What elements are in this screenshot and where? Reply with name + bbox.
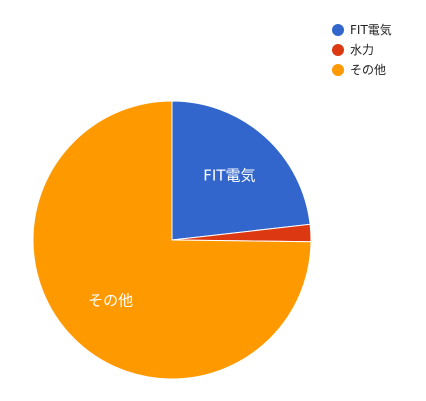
legend-marker-hydro (332, 44, 344, 56)
pie-slice-other (32, 100, 312, 380)
slice-label-other: その他 (88, 292, 133, 310)
legend-label-other: その他 (350, 63, 386, 77)
legend-marker-fit-electricity (332, 24, 344, 36)
slice-label-fit-electricity: FIT電気 (203, 167, 255, 185)
pie-slices (32, 100, 312, 380)
legend-label-fit-electricity: FIT電気 (350, 22, 392, 37)
legend-label-hydro: 水力 (350, 43, 374, 57)
legend-marker-other (332, 64, 344, 76)
pie-slice-fit-electricity (171, 100, 311, 241)
